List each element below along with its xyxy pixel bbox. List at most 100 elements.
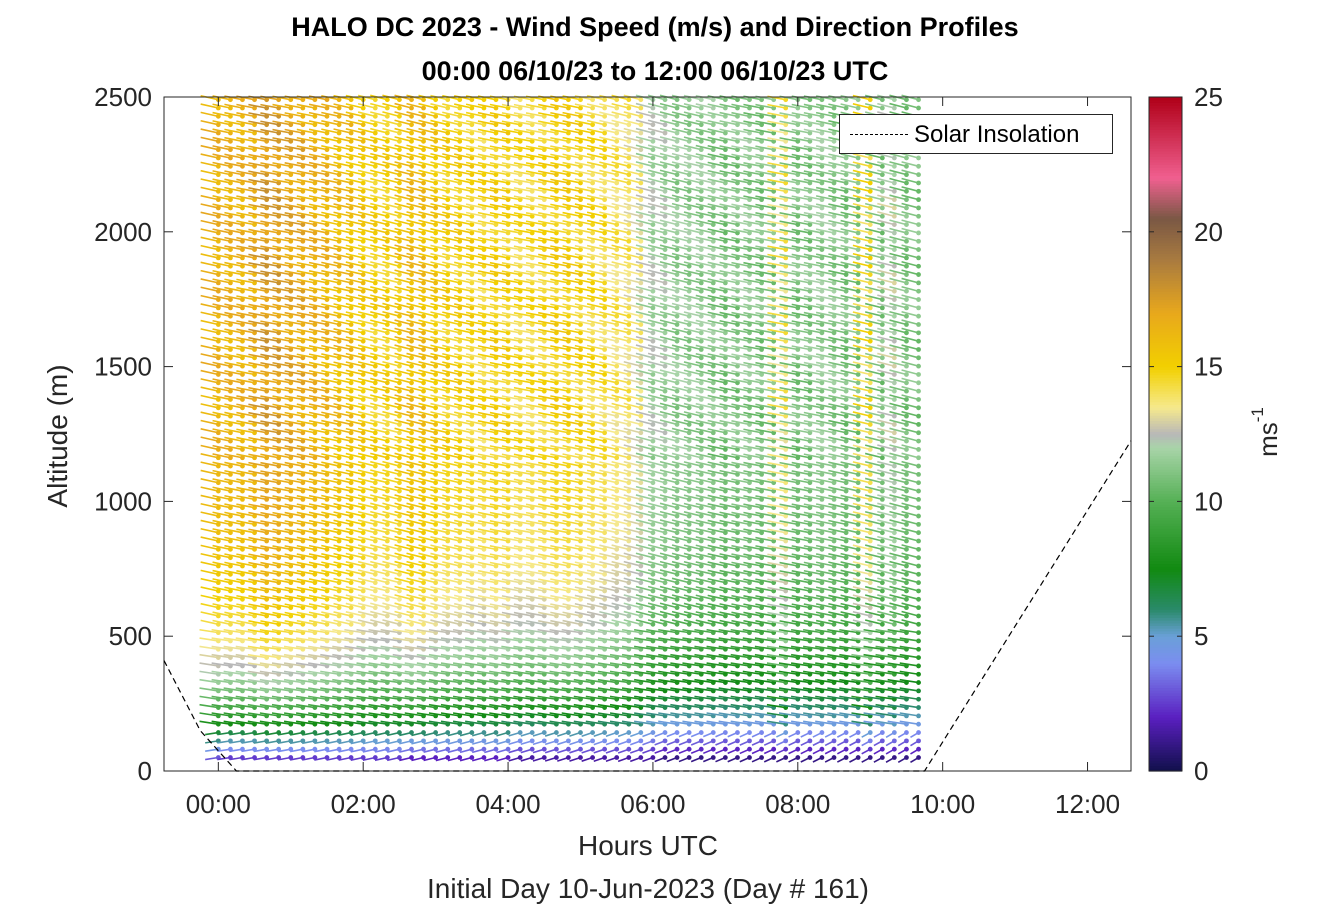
wind-barb-shaft xyxy=(224,195,243,201)
wind-barb-shaft xyxy=(236,328,255,334)
wind-barb-shaft xyxy=(200,361,219,367)
wind-barb-dot xyxy=(228,538,233,544)
wind-barb-dot xyxy=(360,538,366,544)
wind-barb-dot xyxy=(228,555,233,561)
wind-barb-shaft xyxy=(248,145,267,151)
wind-barb-dot xyxy=(421,347,426,352)
wind-barb-dot xyxy=(409,322,414,327)
wind-barb-shaft xyxy=(247,678,267,684)
wind-barb-dot xyxy=(384,605,390,611)
wind-barb-dot xyxy=(421,472,426,477)
wind-barb-shaft xyxy=(200,594,219,601)
wind-barb-shaft xyxy=(200,128,219,134)
wind-barb-dot xyxy=(433,172,439,178)
wind-barb-dot xyxy=(409,372,414,377)
wind-barb-dot xyxy=(372,288,378,294)
wind-barb-dot xyxy=(252,205,257,211)
wind-barb-dot xyxy=(240,188,245,194)
wind-barb-dot xyxy=(252,197,257,203)
wind-barb-dot xyxy=(409,147,414,153)
wind-barb-dot xyxy=(215,588,221,594)
wind-barb-dot xyxy=(384,413,390,419)
wind-barb-dot xyxy=(384,521,390,527)
wind-barb-shaft xyxy=(212,603,231,609)
wind-barb-dot xyxy=(397,280,402,286)
wind-barb-shaft xyxy=(248,453,267,459)
wind-barb-dot xyxy=(397,247,402,252)
wind-barb-dot xyxy=(433,571,439,577)
wind-barb-dot xyxy=(541,746,547,752)
wind-barb-dot xyxy=(409,238,414,244)
wind-barb-dot xyxy=(228,447,233,452)
wind-barb-dot xyxy=(360,197,366,203)
wind-barb-shaft xyxy=(224,295,243,301)
wind-barb-shaft xyxy=(248,303,267,309)
wind-barb-shaft xyxy=(199,645,219,651)
wind-barb-dot xyxy=(384,180,390,186)
wind-barb-dot xyxy=(264,247,270,252)
wind-barb-dot xyxy=(590,755,595,760)
wind-barb-dot xyxy=(384,188,390,194)
wind-barb-dot xyxy=(276,180,282,186)
wind-barb-dot xyxy=(240,172,245,178)
wind-barb-shaft xyxy=(200,419,219,426)
wind-barb-dot xyxy=(409,255,414,261)
wind-barb-shaft xyxy=(212,253,231,259)
wind-barb-dot xyxy=(421,738,426,744)
wind-barb-shaft xyxy=(236,378,255,384)
wind-barb-dot xyxy=(240,330,245,336)
wind-barb-dot xyxy=(215,488,221,494)
wind-barb-dot xyxy=(433,363,439,369)
wind-barb-dot xyxy=(360,363,366,369)
wind-barb-dot xyxy=(276,322,282,327)
wind-barb-shaft xyxy=(259,712,279,717)
wind-barb-dot xyxy=(433,288,439,294)
wind-barb-dot xyxy=(264,122,270,128)
wind-barb-dot xyxy=(397,447,402,452)
wind-barb-shaft xyxy=(211,662,231,667)
wind-barb-shaft xyxy=(200,544,219,551)
wind-barb-dot xyxy=(384,347,390,352)
wind-barb-shaft xyxy=(247,712,267,717)
wind-barb-dot xyxy=(228,197,233,203)
wind-barb-shaft xyxy=(235,662,255,667)
wind-barb-dot xyxy=(360,147,366,153)
wind-barb-dot xyxy=(252,322,257,327)
wind-barb-dot xyxy=(276,496,282,502)
wind-barb-dot xyxy=(228,122,233,128)
wind-barb-dot xyxy=(252,288,257,294)
wind-barb-shaft xyxy=(200,394,219,401)
wind-barb-dot xyxy=(397,230,402,236)
wind-barb-dot xyxy=(372,180,378,186)
wind-barb-shaft xyxy=(224,311,243,317)
wind-barb-shaft xyxy=(212,378,231,384)
wind-barb-shaft xyxy=(248,511,267,517)
wind-barb-dot xyxy=(360,530,366,536)
wind-barb-dot xyxy=(384,405,390,411)
wind-barb-dot xyxy=(397,130,402,136)
wind-barb-shaft xyxy=(248,478,267,484)
wind-barb-shaft xyxy=(212,419,231,426)
wind-barb-dot xyxy=(215,513,221,519)
wind-barb-dot xyxy=(433,138,439,144)
wind-barb-shaft xyxy=(248,137,267,143)
wind-barb-dot xyxy=(240,280,245,286)
wind-barb-dot xyxy=(264,521,270,527)
wind-barb-dot xyxy=(421,405,426,411)
wind-barb-dot xyxy=(421,113,426,119)
wind-barb-dot xyxy=(372,480,378,486)
wind-barb-dot xyxy=(215,255,221,261)
wind-barb-dot xyxy=(433,538,439,544)
wind-barb-shaft xyxy=(248,595,267,601)
wind-barb-dot xyxy=(433,372,439,377)
wind-barb-dot xyxy=(433,621,439,627)
wind-barb-dot xyxy=(397,588,402,594)
wind-barb-shaft xyxy=(200,478,219,484)
wind-barb-dot xyxy=(372,188,378,194)
wind-barb-dot xyxy=(372,97,378,103)
wind-barb-dot xyxy=(372,205,378,211)
wind-barb-dot xyxy=(384,596,390,602)
wind-barb-dot xyxy=(433,297,439,302)
wind-barb-dot xyxy=(264,347,270,352)
wind-barb-dot xyxy=(276,230,282,236)
